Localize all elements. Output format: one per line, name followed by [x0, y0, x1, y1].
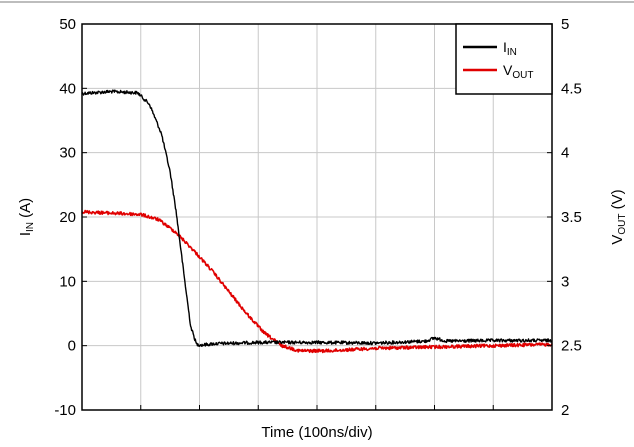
- right-tick-label: 2: [561, 402, 569, 419]
- right-axis-label: VOUT (V): [609, 189, 628, 244]
- left-tick-label: 50: [59, 16, 76, 33]
- right-tick-label: 3: [561, 273, 569, 290]
- right-tick-label: 4: [561, 145, 569, 162]
- legend: IIN VOUT: [455, 23, 553, 95]
- right-axis-label-main: V: [609, 235, 626, 245]
- left-axis-label-unit: (A): [17, 198, 34, 222]
- right-axis-label-unit: (V): [609, 189, 626, 213]
- left-axis-label-sub: IN: [25, 222, 36, 232]
- right-tick-label: 5: [561, 16, 569, 33]
- legend-label-vout: VOUT: [503, 62, 533, 81]
- right-tick-label: 3.5: [561, 209, 582, 226]
- legend-box: [455, 23, 553, 95]
- left-tick-label: 0: [68, 338, 76, 355]
- left-axis-label: IIN (A): [17, 198, 36, 236]
- left-axis-ticks: 50 40 30 20 10 0 -10: [54, 16, 87, 419]
- left-tick-label: 40: [59, 80, 76, 97]
- right-axis-ticks: 5 4.5 4 3.5 3 2.5 2: [547, 16, 582, 419]
- right-tick-label: 4.5: [561, 80, 582, 97]
- legend-vout-sub: OUT: [512, 70, 533, 81]
- series-line-iin: [81, 89, 553, 347]
- left-axis-label-main: I: [17, 232, 34, 236]
- left-tick-label: 30: [59, 145, 76, 162]
- legend-label-iin: IIN: [503, 39, 517, 58]
- legend-iin-main: I: [503, 39, 507, 55]
- x-axis-label: Time (100ns/div): [261, 424, 372, 441]
- left-tick-label: 20: [59, 209, 76, 226]
- series-line-vout: [81, 209, 553, 354]
- right-tick-label: 2.5: [561, 338, 582, 355]
- legend-vout-main: V: [503, 62, 513, 78]
- left-tick-label: -10: [54, 402, 76, 419]
- series-layer: [81, 89, 553, 354]
- right-axis-label-sub: OUT: [617, 214, 628, 235]
- legend-iin-sub: IN: [507, 47, 517, 58]
- left-tick-label: 10: [59, 273, 76, 290]
